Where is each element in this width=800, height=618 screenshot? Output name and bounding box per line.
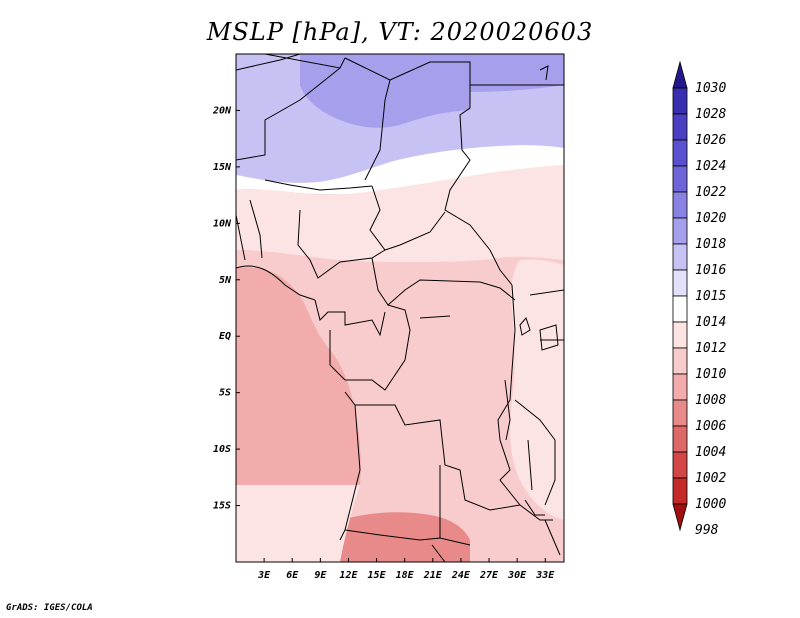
colorbar-label: 1018 [695,237,726,252]
longitude-label: 15E [368,570,387,581]
colorbar-bottom-arrow [672,503,688,532]
lake-outline [539,65,549,81]
border-line [529,289,564,296]
colorbar-label: 1000 [695,497,726,512]
longitude-label: 27E [479,570,499,581]
colorbar-label: 1014 [695,315,726,330]
latitude-label: 15S [213,501,231,512]
colorbar-label: 1028 [695,107,726,122]
longitude-label: 24E [451,570,471,581]
latitude-label: 15N [213,162,232,173]
border-line [344,529,471,546]
longitude-label: 33E [535,570,555,581]
high-pressure-core-east [470,54,564,92]
border-line [249,199,263,259]
longitude-labels: 3E 6E 9E 12E 15E 18E 21E 24E 27E 30E 33E [257,558,555,581]
longitude-label: 3E [257,570,271,581]
longitude-label: 30E [507,570,527,581]
colorbar-segment [672,113,688,141]
border-line [339,404,361,541]
longitude-label: 9E [314,570,327,581]
colorbar-label: 1004 [695,445,726,460]
border-line [236,54,301,71]
chart-title: MSLP [hPa], VT: 2020020603 [206,18,594,46]
colorbar-label: 1006 [695,419,726,434]
latitude-labels: 20N 15N 10N 5N EQ 5S 10S 15S [212,105,240,512]
longitude-label: 6E [286,570,299,581]
colorbar-label: 1020 [695,211,726,226]
deep-pink-south [336,512,470,562]
lake-outline [419,315,451,319]
border-line [371,257,516,306]
colorbar-segment [672,165,688,193]
longitude-label: 18E [396,570,415,581]
east-light-pink-zone [510,259,564,520]
high-pressure-core [300,54,470,128]
colorbar-label: 1002 [695,471,726,486]
colorbar-segment [672,477,688,505]
colorbar-segment [672,139,688,167]
latitude-label: 5N [219,275,232,286]
lake-outline [539,324,559,351]
light-pink-zone [236,165,564,262]
border-line [264,179,373,191]
lake-outline [504,379,511,441]
lake-outline [519,317,531,336]
colorbar-segment [672,399,688,427]
longitude-label: 12E [339,570,358,581]
map-panel: 20N 15N 10N 5N EQ 5S 10S 15S 3E 6E 9E 12E 15E 18E 21E… [212,53,565,581]
latitude-label: 5S [219,388,231,399]
colorbar-label: 1008 [695,393,726,408]
colorbar-label: 1024 [695,159,726,174]
colorbar-label: 1022 [695,185,726,200]
colorbar-segment [672,191,688,219]
border-line [344,391,521,511]
colorbar-segment [672,295,688,323]
longitude-label: 21E [423,570,443,581]
latitude-label: 20N [212,105,232,116]
colorbar-label: 1016 [695,263,726,278]
border-line [314,299,386,337]
colorbar-segment [672,243,688,271]
border-line [236,67,341,161]
colorbar-segment [672,347,688,375]
latitude-label: 10S [213,444,231,455]
footer-credit: GrADS: IGES/COLA [6,603,93,613]
colorbar-segment [672,425,688,453]
colorbar: 1030 1028 1026 1024 1022 1020 1018 1016 1015 1014… [672,60,726,538]
country-borders [236,54,564,562]
lake-outline [527,439,533,491]
colorbar-segment [672,321,688,349]
colorbar-label: 1010 [695,367,726,382]
colorbar-segment [672,217,688,245]
border-line [236,214,246,261]
colorbar-label: 998 [695,523,719,538]
pressure-field [236,54,564,562]
border-line [236,265,316,301]
border-line [344,57,391,181]
colorbar-label: 1026 [695,133,726,148]
colorbar-label: 1015 [695,289,726,304]
border-line [431,544,446,562]
border-line [329,304,411,391]
light-pink-southwest [236,485,360,562]
colorbar-label: 1030 [695,81,726,96]
border-line [524,499,545,516]
colorbar-segment [672,269,688,297]
border-line [497,284,553,521]
border-line [514,399,556,506]
latitude-label: 10N [213,218,232,229]
map-frame [235,53,565,563]
colorbar-segment [672,373,688,401]
deep-pink-atlantic [236,267,361,485]
latitude-label: EQ [219,331,231,342]
neutral-band [236,145,564,195]
border-line [544,519,561,556]
colorbar-label: 1012 [695,341,726,356]
border-line [389,61,513,286]
colorbar-segment [672,451,688,479]
colorbar-segment [672,87,688,115]
colorbar-top-arrow [672,60,688,89]
